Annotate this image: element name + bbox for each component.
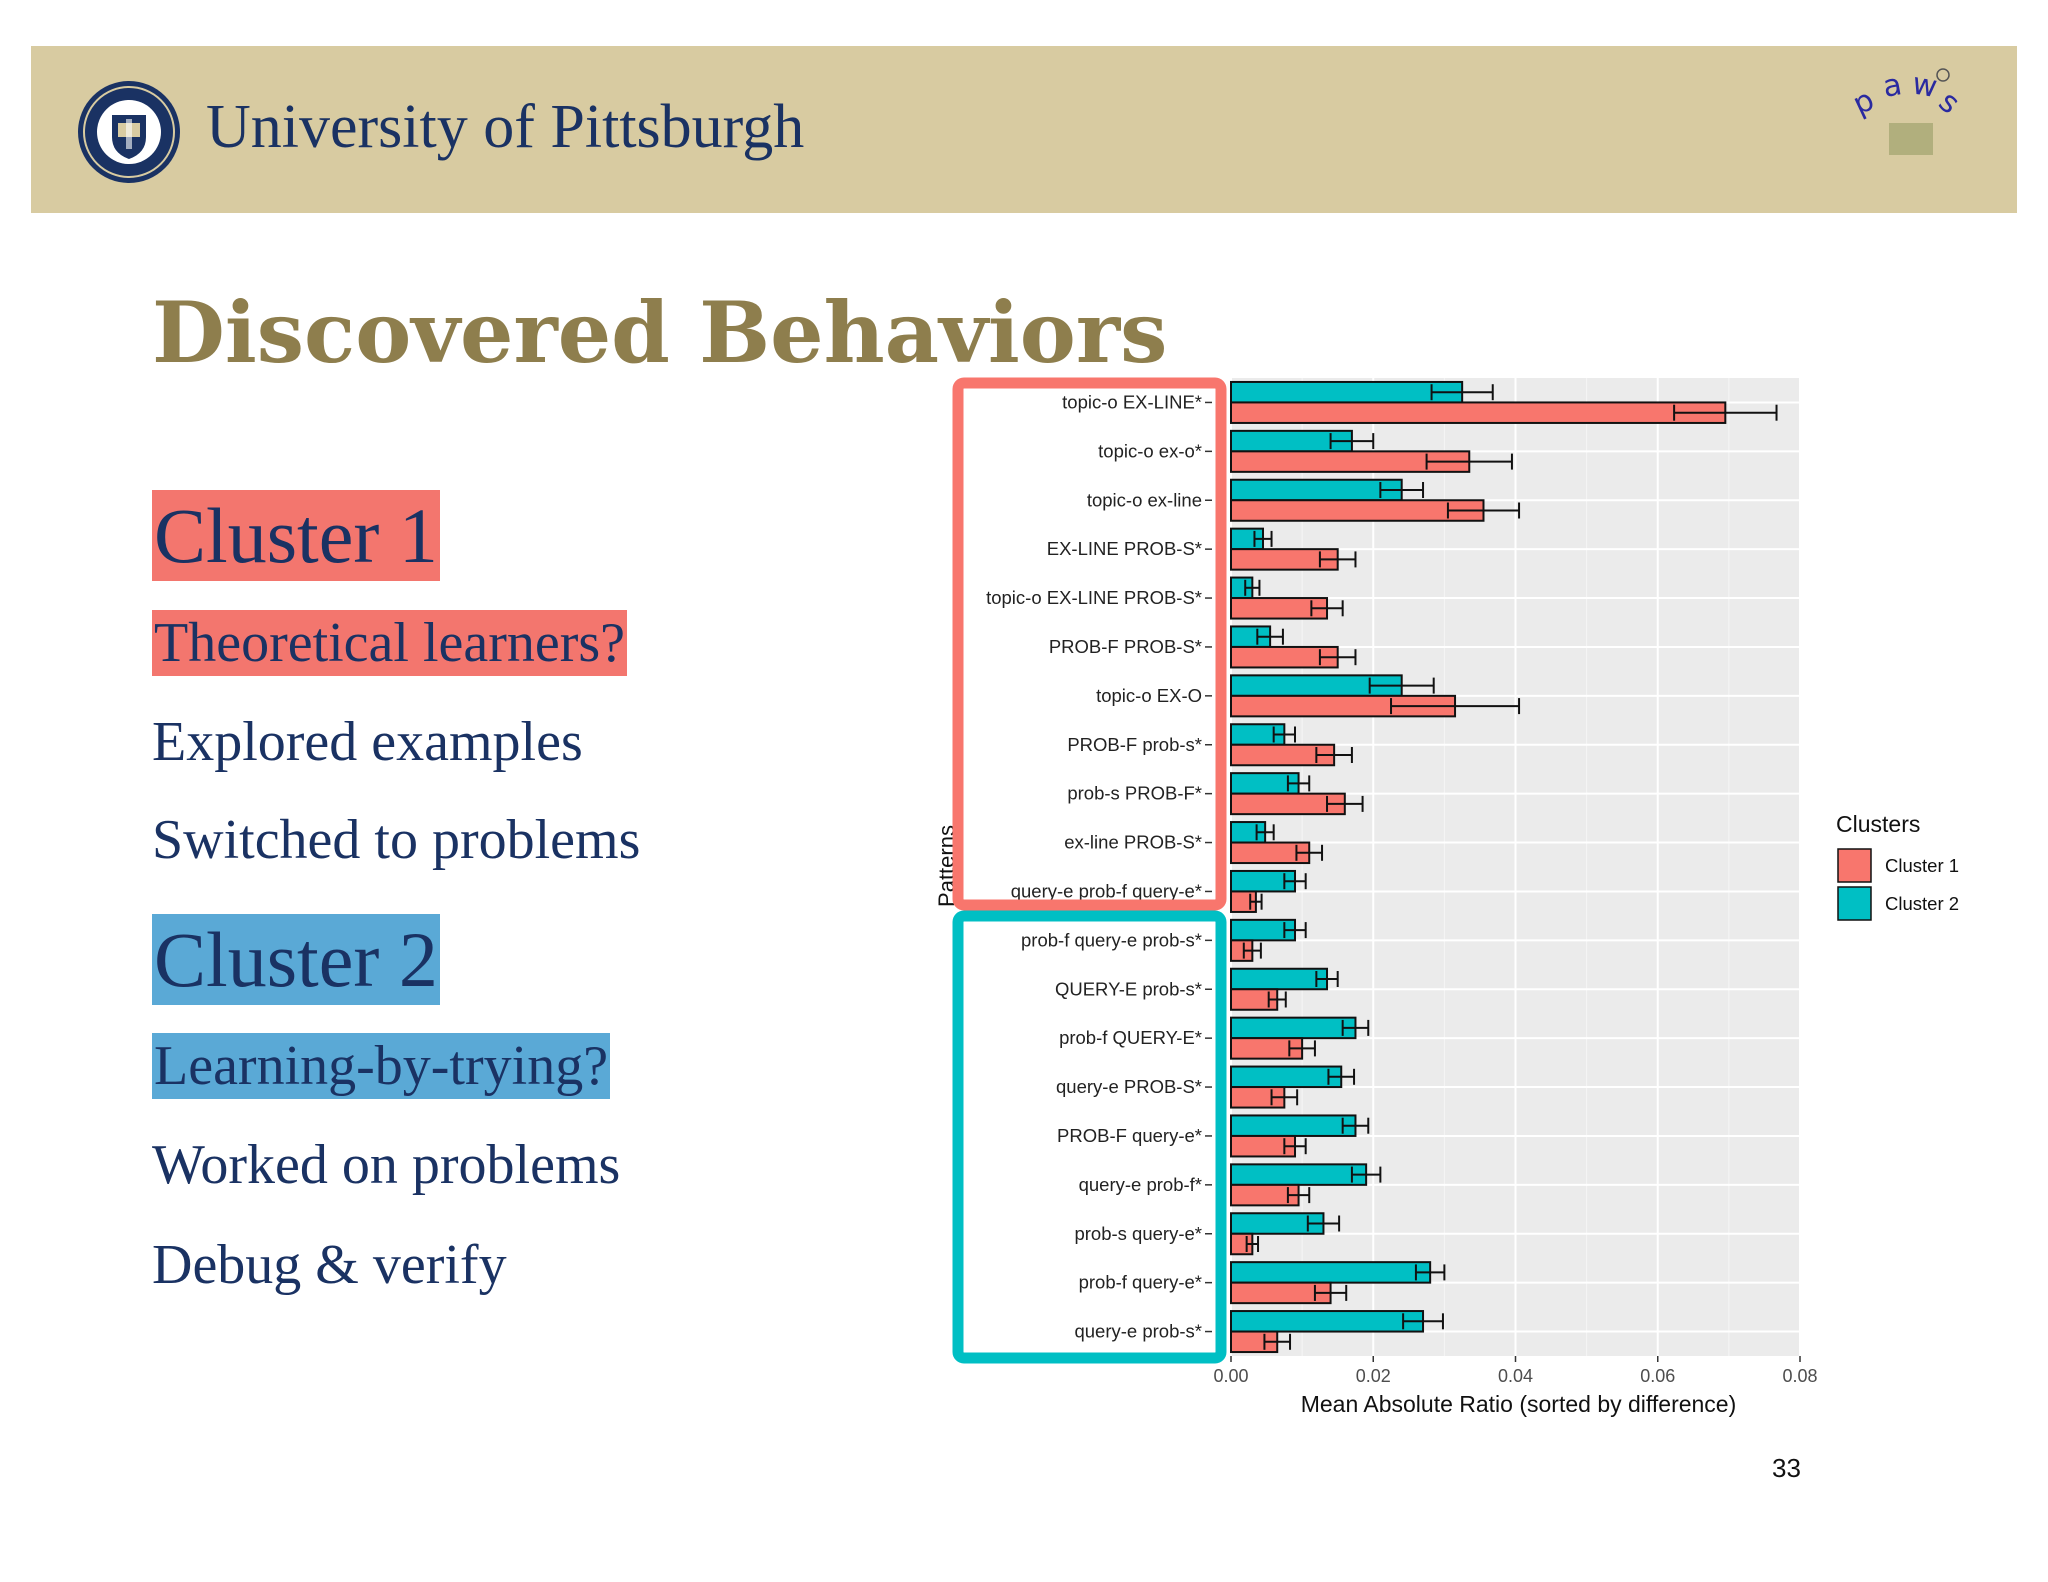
bar-cluster2 xyxy=(1230,1261,1432,1284)
paws-logo-icon: p a w s xyxy=(1851,66,1963,155)
cluster2-point: Debug & verify xyxy=(152,1234,507,1296)
slide-title: Discovered Behaviors xyxy=(152,283,1168,382)
legend-label: Cluster 2 xyxy=(1885,893,1959,914)
bar-cluster1 xyxy=(1230,499,1485,522)
x-tick-label: 0.04 xyxy=(1498,1366,1533,1386)
header-bar xyxy=(31,46,2017,213)
y-tick-label: query-e prob-f* xyxy=(1079,1174,1202,1195)
legend-swatch-cluster2 xyxy=(1837,886,1872,921)
y-tick-label: topic-o EX-LINE PROB-S* xyxy=(986,587,1202,608)
y-tick-label: ex-line PROB-S* xyxy=(1064,832,1202,853)
x-tick-label: 0.02 xyxy=(1356,1366,1391,1386)
cluster2-point: Worked on problems xyxy=(152,1134,621,1196)
y-tick-label: prob-f query-e prob-s* xyxy=(1021,929,1202,950)
bar-cluster2 xyxy=(1230,1065,1343,1089)
cluster2-heading: Cluster 2 xyxy=(152,914,440,1005)
y-tick-label: PROB-F query-e* xyxy=(1057,1125,1202,1146)
cluster2-highlight-box xyxy=(952,910,1227,1364)
y-tick-label: prob-f QUERY-E* xyxy=(1059,1027,1202,1048)
y-tick-label: PROB-F PROB-S* xyxy=(1049,636,1202,657)
y-tick-label: QUERY-E prob-s* xyxy=(1055,978,1202,999)
legend-label: Cluster 1 xyxy=(1885,855,1959,876)
bar-cluster2 xyxy=(1230,1163,1368,1186)
cluster2-subtitle: Learning-by-trying? xyxy=(152,1033,611,1099)
y-tick-label: query-e prob-s* xyxy=(1074,1321,1202,1342)
bar-cluster2 xyxy=(1230,967,1329,991)
university-seal-icon xyxy=(78,81,180,183)
x-axis-label: Mean Absolute Ratio (sorted by differenc… xyxy=(1301,1391,1737,1417)
cluster1-point: Switched to problems xyxy=(152,809,641,871)
x-tick-label: 0.06 xyxy=(1640,1366,1675,1386)
svg-text:w: w xyxy=(1910,66,1940,105)
y-tick-label: topic-o ex-o* xyxy=(1098,440,1202,461)
bar-cluster2 xyxy=(1230,478,1403,502)
y-tick-label: query-e PROB-S* xyxy=(1056,1076,1202,1097)
y-tick-label: prob-s query-e* xyxy=(1074,1223,1202,1244)
slide-number: 33 xyxy=(1772,1453,1801,1483)
university-name: University of Pittsburgh xyxy=(206,93,805,161)
y-tick-label: EX-LINE PROB-S* xyxy=(1047,538,1202,559)
bar-cluster2 xyxy=(1230,1016,1357,1040)
cluster1-point: Explored examples xyxy=(152,711,583,773)
x-tick-label: 0.08 xyxy=(1782,1366,1817,1386)
y-tick-label: PROB-F prob-s* xyxy=(1067,734,1202,755)
bar-cluster1 xyxy=(1230,401,1727,424)
legend-swatch-cluster1 xyxy=(1837,848,1872,883)
legend-title: Clusters xyxy=(1836,811,1920,837)
y-tick-label: query-e prob-f query-e* xyxy=(1011,880,1202,901)
x-tick-label: 0.00 xyxy=(1213,1366,1248,1386)
bar-cluster2 xyxy=(1230,1114,1357,1137)
cluster1-subtitle: Theoretical learners? xyxy=(152,610,628,676)
cluster1-highlight-box xyxy=(952,377,1227,911)
y-tick-label: topic-o EX-O xyxy=(1096,685,1202,706)
y-tick-label: topic-o EX-LINE* xyxy=(1062,391,1202,412)
cluster1-heading: Cluster 1 xyxy=(152,490,440,581)
y-tick-label: prob-f query-e* xyxy=(1079,1272,1202,1293)
bar-cluster2 xyxy=(1230,1310,1425,1333)
y-tick-label: prob-s PROB-F* xyxy=(1067,783,1202,804)
bar-cluster2 xyxy=(1230,380,1464,404)
y-tick-label: topic-o ex-line xyxy=(1087,489,1202,510)
